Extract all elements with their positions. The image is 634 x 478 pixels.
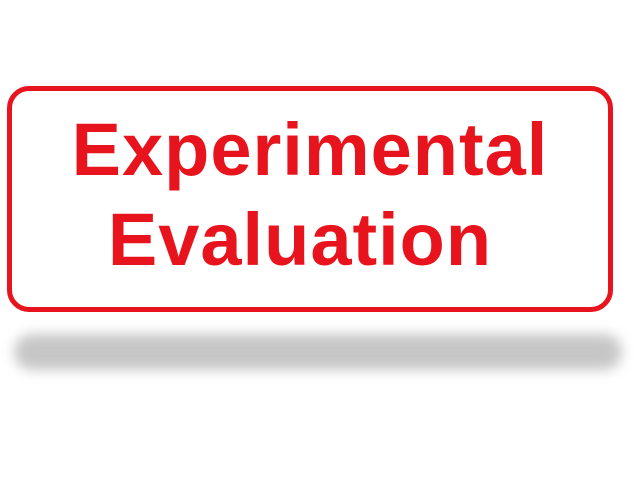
sign-text: Experimental Evaluation <box>12 91 608 307</box>
sign-shadow <box>14 334 622 370</box>
title-line-1: Experimental <box>71 108 549 191</box>
sign-frame: Experimental Evaluation <box>7 86 613 312</box>
title-line-2: Evaluation <box>107 198 493 281</box>
